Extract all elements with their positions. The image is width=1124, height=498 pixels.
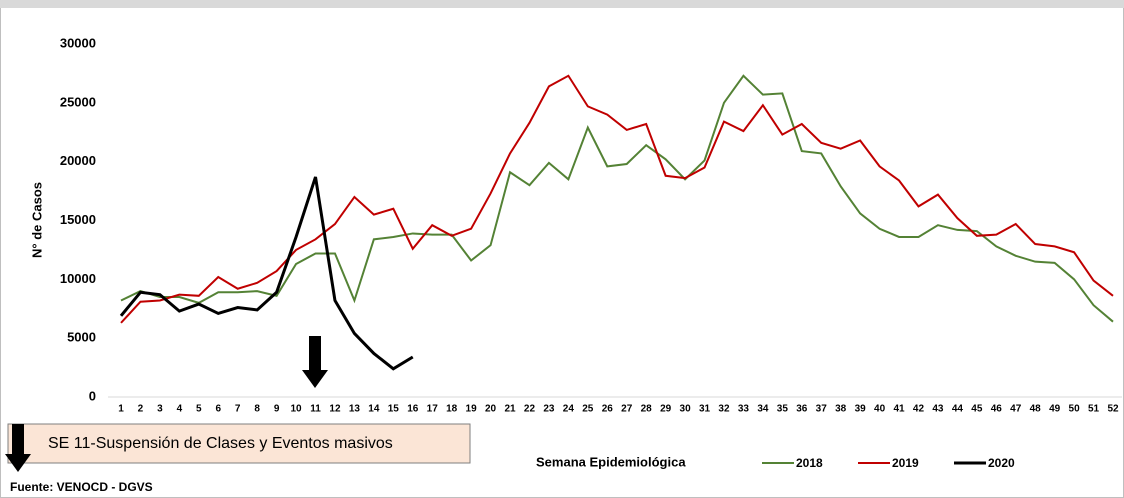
y-tick-label: 25000 [60,94,96,109]
x-tick-label: 4 [177,404,183,415]
x-tick-label: 46 [991,404,1003,415]
y-tick-label: 20000 [60,153,96,168]
x-tick-label: 25 [582,404,594,415]
x-tick-label: 5 [196,404,202,415]
x-tick-label: 39 [855,404,867,415]
x-tick-label: 13 [349,404,361,415]
y-axis-label: N° de Casos [29,182,44,258]
x-tick-label: 32 [718,404,730,415]
x-tick-label: 48 [1030,404,1042,415]
x-tick-label: 3 [157,404,163,415]
x-tick-label: 35 [777,404,789,415]
x-tick-label: 9 [274,404,280,415]
x-tick-label: 28 [641,404,653,415]
top-bar [0,0,1124,8]
y-tick-label: 5000 [67,330,96,345]
x-tick-label: 36 [796,404,808,415]
x-tick-label: 11 [310,404,321,415]
y-tick-label: 15000 [60,212,96,227]
x-tick-label: 41 [893,404,905,415]
x-tick-label: 8 [254,404,260,415]
x-tick-label: 38 [835,404,847,415]
x-tick-label: 30 [680,404,692,415]
x-tick-label: 47 [1010,404,1022,415]
legend-label: 2018 [796,456,823,470]
y-tick-label: 30000 [60,35,96,50]
x-tick-label: 33 [738,404,750,415]
x-tick-label: 45 [971,404,983,415]
x-tick-label: 26 [602,404,614,415]
x-tick-label: 22 [524,404,536,415]
x-tick-label: 44 [952,404,964,415]
legend-label: 2020 [988,456,1015,470]
y-tick-label: 0 [89,388,96,403]
annotation: SE 11-Suspensión de Clases y Eventos mas… [48,435,393,452]
x-tick-label: 19 [466,404,478,415]
x-tick-label: 37 [816,404,828,415]
annotation-box [7,423,471,464]
x-tick-label: 52 [1107,404,1119,415]
arrow [5,424,31,472]
x-tick-label: 40 [874,404,886,415]
x-tick-label: 29 [660,404,672,415]
x-tick-label: 18 [446,404,458,415]
x-tick-label: 2 [138,404,144,415]
x-tick-label: 27 [621,404,633,415]
x-tick-label: 51 [1088,404,1100,415]
x-tick-label: 50 [1069,404,1081,415]
x-tick-label: 1 [118,404,124,415]
x-tick-label: 49 [1049,404,1061,415]
x-tick-label: 17 [427,404,439,415]
x-axis-label: Semana Epidemiológica [536,454,686,469]
x-tick-label: 12 [329,404,341,415]
x-tick-label: 23 [543,404,555,415]
x-tick-label: 31 [699,404,711,415]
x-tick-label: 15 [388,404,400,415]
x-tick-label: 16 [407,404,419,415]
legend-label: 2019 [892,456,919,470]
source: Fuente: VENOCD - DGVS [10,480,153,494]
y-tick-label: 10000 [60,271,96,286]
x-tick-label: 6 [215,404,221,415]
x-tick-label: 7 [235,404,241,415]
x-tick-label: 21 [504,404,516,415]
arrow [302,336,328,388]
x-tick-label: 10 [290,404,302,415]
x-tick-label: 42 [913,404,925,415]
x-tick-label: 43 [932,404,944,415]
x-tick-label: 20 [485,404,497,415]
line-series [119,176,414,371]
x-tick-label: 34 [757,404,769,415]
x-tick-label: 24 [563,404,575,415]
line-series [120,74,1114,323]
x-tick-label: 14 [368,404,380,415]
